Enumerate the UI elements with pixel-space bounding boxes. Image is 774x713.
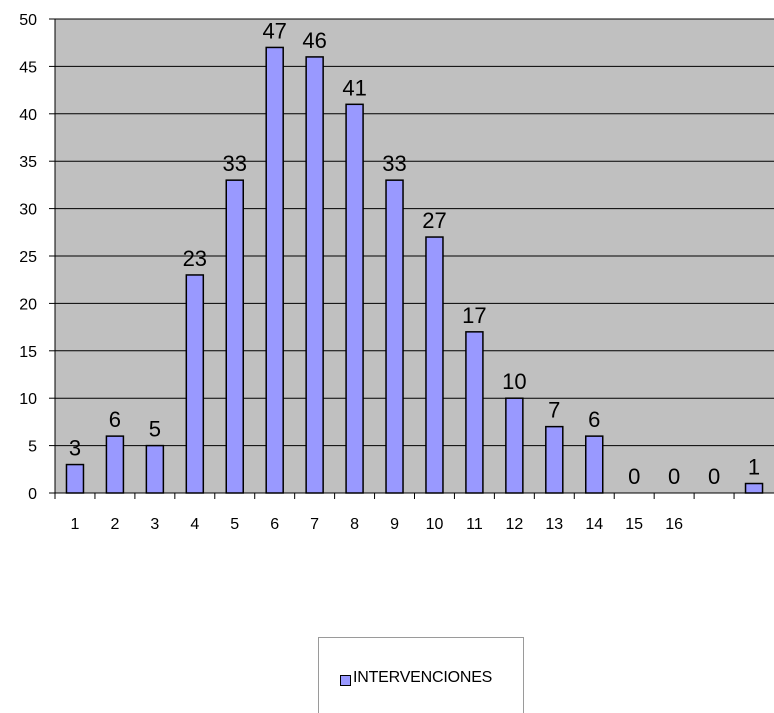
x-tick-label: 5 (230, 516, 239, 533)
data-label: 6 (588, 407, 600, 432)
x-tick-label: 6 (270, 516, 279, 533)
data-label: 5 (149, 417, 161, 442)
y-tick-label: 35 (19, 154, 37, 171)
data-label: 17 (462, 303, 486, 328)
bar (505, 397, 524, 494)
y-tick-label: 20 (19, 296, 37, 313)
bar (585, 435, 604, 494)
y-tick-label: 50 (19, 12, 37, 29)
x-tick-label: 16 (665, 516, 683, 533)
x-tick-label: 3 (150, 516, 159, 533)
bar (145, 444, 165, 494)
bar (265, 46, 284, 494)
data-label: 0 (668, 464, 680, 489)
legend: INTERVENCIONES (318, 637, 524, 713)
bar (545, 425, 564, 494)
x-tick-label: 4 (190, 516, 199, 533)
bar (185, 274, 205, 494)
bar (225, 179, 244, 494)
y-tick-label: 25 (19, 249, 37, 266)
legend-label: INTERVENCIONES (353, 669, 493, 686)
bar (305, 56, 324, 494)
y-tick-label: 45 (19, 59, 37, 76)
x-tick-label: 2 (110, 516, 119, 533)
data-label: 0 (708, 464, 720, 489)
legend-swatch (340, 675, 351, 686)
x-tick-label: 8 (350, 516, 359, 533)
y-tick-label: 30 (19, 202, 37, 219)
bar (345, 103, 364, 494)
bar (425, 236, 444, 494)
x-tick-label: 12 (505, 516, 523, 533)
data-label: 27 (422, 208, 446, 233)
bar (65, 463, 85, 494)
y-tick-label: 40 (19, 107, 37, 124)
data-label: 7 (548, 398, 560, 423)
data-label: 1 (748, 455, 760, 480)
data-label: 6 (109, 407, 121, 432)
bar (465, 331, 484, 494)
y-tick-label: 0 (28, 486, 37, 503)
data-label: 3 (69, 436, 81, 461)
x-tick-label: 10 (426, 516, 444, 533)
data-label: 0 (628, 464, 640, 489)
y-tick-label: 5 (28, 439, 37, 456)
x-tick-label: 13 (545, 516, 563, 533)
x-tick-label: 14 (585, 516, 603, 533)
bar (105, 435, 125, 494)
bar (744, 482, 764, 494)
data-label: 41 (342, 75, 366, 100)
data-label: 47 (262, 18, 286, 43)
x-tick-label: 9 (390, 516, 399, 533)
data-label: 33 (223, 151, 247, 176)
data-label: 33 (382, 151, 406, 176)
x-tick-label: 11 (466, 516, 483, 533)
data-label: 10 (502, 369, 526, 394)
y-tick-label: 10 (19, 391, 37, 408)
y-tick-label: 15 (19, 344, 37, 361)
bar (385, 179, 404, 494)
x-tick-label: 7 (310, 516, 319, 533)
x-tick-label: 1 (71, 516, 80, 533)
data-label: 46 (302, 28, 326, 53)
data-label: 23 (183, 246, 207, 271)
x-tick-label: 15 (625, 516, 643, 533)
